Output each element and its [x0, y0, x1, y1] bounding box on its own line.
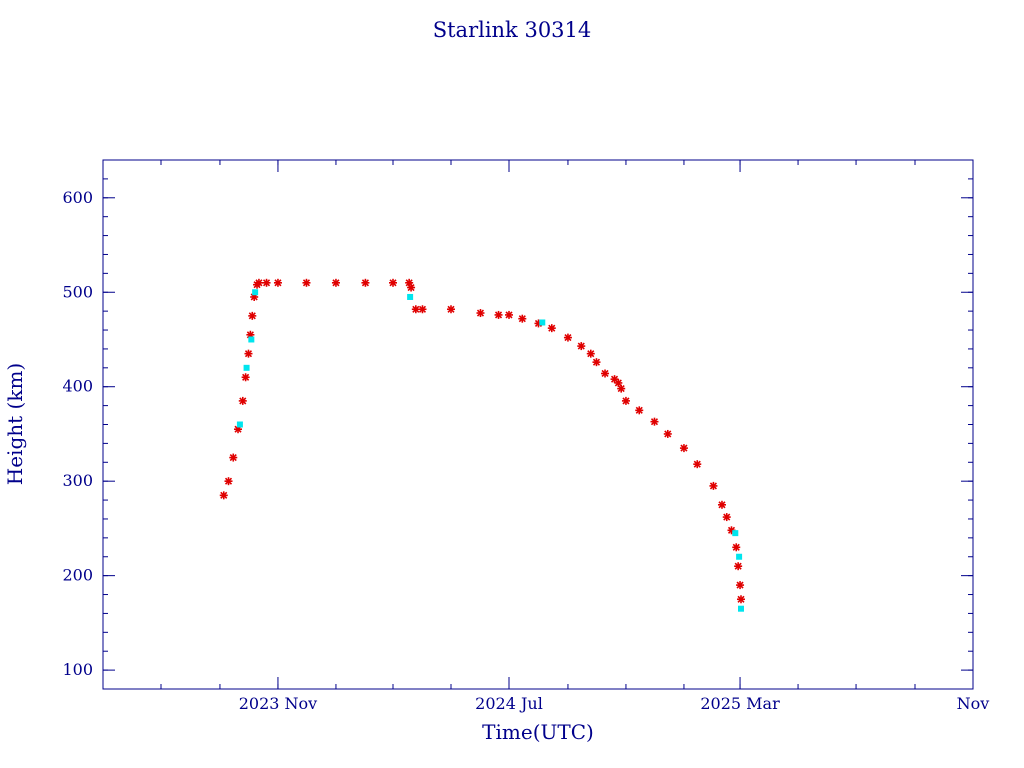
y-tick-label: 600	[62, 188, 93, 207]
data-point	[407, 283, 416, 292]
data-point	[262, 278, 271, 287]
data-point	[494, 310, 503, 319]
data-point	[734, 562, 743, 571]
data-point-secondary	[732, 530, 739, 537]
data-point	[411, 305, 420, 314]
data-point	[224, 477, 233, 486]
data-point	[238, 396, 247, 405]
y-tick-label: 100	[62, 660, 93, 679]
data-point	[650, 417, 659, 426]
data-point	[709, 481, 718, 490]
data-point	[663, 429, 672, 438]
data-point-secondary	[407, 293, 414, 300]
data-point	[693, 460, 702, 469]
x-axis-label: Time(UTC)	[482, 720, 594, 744]
data-point-secondary	[236, 421, 243, 428]
data-point	[248, 311, 257, 320]
x-tick-label: 2025 Mar	[700, 694, 780, 713]
data-point	[617, 384, 626, 393]
plot-frame	[102, 159, 974, 690]
data-point-secondary	[539, 319, 546, 326]
data-point	[241, 373, 250, 382]
data-point	[418, 305, 427, 314]
data-point	[732, 543, 741, 552]
data-point	[621, 396, 630, 405]
data-point	[389, 278, 397, 287]
x-tick-label: Nov	[957, 694, 990, 713]
data-point	[737, 595, 745, 604]
data-point	[447, 305, 455, 314]
data-point	[722, 513, 731, 522]
minor-ticks	[103, 159, 974, 690]
chart-title: Starlink 30314	[433, 18, 592, 42]
data-point	[476, 309, 485, 318]
data-point	[635, 406, 644, 415]
x-tick-label: 2023 Nov	[239, 694, 317, 713]
data-point-secondary	[248, 336, 255, 343]
data-point	[244, 349, 253, 358]
data-point	[736, 581, 745, 590]
data-point	[229, 453, 238, 462]
data-point	[586, 349, 595, 358]
x-tick-labels: 2023 Nov 2024 Jul 2025 Mar Nov	[239, 694, 990, 713]
data-point	[547, 324, 556, 333]
data-point	[505, 310, 513, 319]
data-point-secondary	[252, 289, 259, 296]
y-tick-label: 200	[62, 566, 93, 585]
y-tick-label: 300	[62, 471, 93, 490]
data-point	[219, 491, 228, 500]
data-point	[717, 500, 726, 509]
y-tick-label: 500	[62, 282, 93, 301]
data-point	[592, 358, 601, 367]
data-point	[302, 278, 311, 287]
data-point	[254, 278, 263, 287]
data-points	[219, 278, 745, 612]
data-point	[601, 369, 610, 378]
major-ticks	[103, 160, 974, 689]
data-point-secondary	[738, 605, 744, 612]
y-tick-labels: 100 200 300 400 500 600	[62, 188, 93, 679]
data-point	[361, 278, 370, 287]
x-tick-label: 2024 Jul	[475, 694, 543, 713]
data-point	[577, 342, 586, 351]
data-point	[518, 314, 527, 323]
y-tick-label: 400	[62, 377, 93, 396]
data-point	[563, 333, 572, 342]
data-point	[331, 278, 340, 287]
y-axis-label: Height (km)	[3, 363, 27, 485]
data-point	[679, 444, 688, 453]
data-point-secondary	[736, 553, 743, 560]
data-point	[273, 278, 282, 287]
data-point-secondary	[243, 364, 250, 371]
